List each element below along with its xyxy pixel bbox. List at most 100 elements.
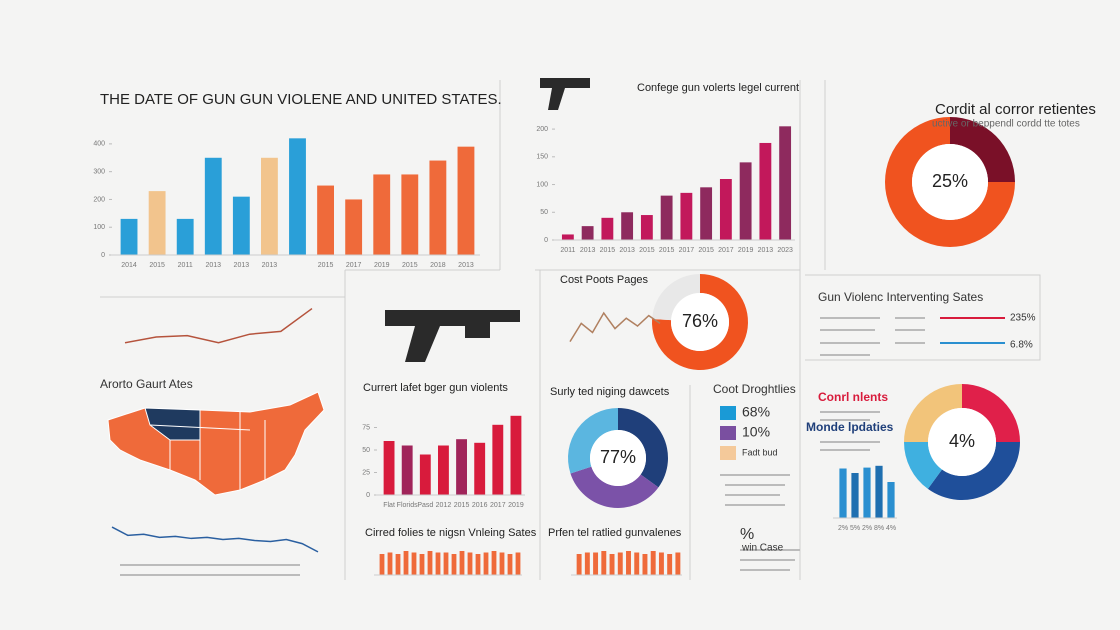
donut-segment bbox=[618, 407, 668, 488]
bar bbox=[317, 185, 334, 255]
bar bbox=[451, 554, 457, 575]
x-tick-label: 2011 bbox=[560, 247, 575, 254]
x-tick-label: 2018 bbox=[430, 262, 446, 269]
legend-label: Fadt bud bbox=[742, 447, 778, 457]
center-text: 25% bbox=[932, 171, 968, 191]
x-tick-label: 2015 bbox=[318, 262, 334, 269]
y-tick-label: 150 bbox=[536, 154, 548, 161]
chart-title: THE DATE OF GUN GUN VIOLENE AND UNITED S… bbox=[100, 91, 502, 108]
bar bbox=[601, 217, 614, 240]
y-tick-label: 100 bbox=[536, 181, 548, 188]
donut-segment bbox=[962, 384, 1020, 442]
bar bbox=[650, 551, 656, 575]
bar bbox=[395, 554, 401, 575]
bar bbox=[401, 174, 419, 255]
donut-segment bbox=[570, 466, 659, 508]
bar bbox=[779, 126, 792, 240]
donut-segment bbox=[568, 408, 618, 474]
bar bbox=[401, 445, 413, 495]
heading: Conrl nlents bbox=[818, 390, 888, 404]
donut-segment bbox=[652, 274, 748, 370]
bar bbox=[593, 552, 599, 575]
bar bbox=[839, 468, 847, 518]
x-tick-label: 4% bbox=[886, 525, 896, 532]
chart-title: Prfen tel ratlied gunvalenes bbox=[548, 527, 682, 539]
bar bbox=[680, 192, 693, 240]
bar bbox=[120, 218, 138, 255]
x-tick-label: 2023 bbox=[777, 247, 793, 254]
bar bbox=[739, 162, 752, 240]
frames bbox=[100, 80, 1041, 580]
bar bbox=[204, 157, 222, 255]
x-tick-label: 2016 bbox=[472, 502, 488, 509]
bar bbox=[601, 551, 607, 575]
bar bbox=[419, 554, 425, 575]
bar bbox=[427, 551, 433, 575]
bar bbox=[621, 212, 634, 240]
chart-title: Cost Poots Pages bbox=[560, 274, 649, 286]
x-tick-label: 2015 bbox=[659, 247, 675, 254]
y-tick-label: 200 bbox=[93, 196, 105, 203]
x-tick-label: 2011 bbox=[178, 262, 193, 269]
bar bbox=[176, 218, 194, 255]
legend-label: 68% bbox=[742, 404, 770, 420]
x-tick-label: 2% bbox=[838, 525, 848, 532]
chart-title: Currert lafet bger gun violents bbox=[363, 382, 508, 394]
bar bbox=[411, 552, 417, 575]
bar bbox=[700, 187, 713, 240]
bar bbox=[851, 473, 859, 518]
x-tick-label: 2013 bbox=[205, 262, 221, 269]
x-tick-label: 8% bbox=[874, 525, 884, 532]
y-tick-label: 0 bbox=[544, 237, 548, 244]
donut-segment bbox=[904, 384, 962, 442]
chart-title: Confege gun volerts legel current bbox=[637, 82, 799, 94]
pct: % bbox=[740, 526, 754, 543]
bar bbox=[491, 551, 497, 575]
donut-segment bbox=[950, 117, 1015, 182]
chart-title: Surly ted niging dawcets bbox=[550, 386, 670, 398]
donut-segment bbox=[927, 442, 1020, 500]
center-text: 4% bbox=[949, 431, 975, 451]
bar bbox=[379, 554, 385, 575]
y-tick-label: 400 bbox=[93, 141, 105, 148]
x-tick-label: 2015 bbox=[600, 247, 616, 254]
legend-swatch bbox=[720, 406, 736, 420]
center-text: 77% bbox=[600, 447, 636, 467]
bar bbox=[429, 160, 447, 255]
bar bbox=[561, 234, 574, 240]
x-tick-label: 2013 bbox=[580, 247, 596, 254]
bar bbox=[475, 554, 481, 575]
chart-title: Cirred folies te nigsn Vnleing Sates bbox=[365, 527, 537, 539]
us-map bbox=[107, 391, 325, 496]
x-tick-label: 2015 bbox=[639, 247, 655, 254]
text-lines bbox=[120, 317, 925, 576]
y-tick-label: 50 bbox=[362, 447, 370, 454]
line bbox=[124, 307, 313, 344]
stat: 6.8% bbox=[1010, 340, 1033, 351]
bar bbox=[634, 552, 640, 575]
x-tick-label: 2015 bbox=[402, 262, 418, 269]
donut-segment bbox=[885, 117, 1015, 247]
chart-title: Cordit al corror retientes bbox=[935, 101, 1096, 118]
x-tick-label: 2015 bbox=[149, 262, 165, 269]
bar bbox=[443, 552, 449, 575]
y-tick-label: 200 bbox=[536, 126, 548, 133]
donut-segment bbox=[652, 274, 700, 321]
line bbox=[569, 311, 661, 342]
x-tick-label: Flat bbox=[383, 502, 395, 509]
center-text: 76% bbox=[682, 311, 718, 331]
gun-icon bbox=[385, 78, 590, 362]
legend-title: Coot Droghtlies bbox=[713, 382, 796, 396]
donut-hole bbox=[912, 144, 988, 220]
bar bbox=[617, 552, 623, 575]
bar bbox=[387, 552, 393, 575]
legend-label: 10% bbox=[742, 424, 770, 440]
x-tick-label: 2015 bbox=[454, 502, 470, 509]
x-tick-label: 2017 bbox=[346, 262, 362, 269]
donut-hole bbox=[671, 293, 729, 351]
bar bbox=[438, 445, 449, 495]
bar bbox=[675, 552, 681, 575]
bar bbox=[345, 199, 363, 255]
